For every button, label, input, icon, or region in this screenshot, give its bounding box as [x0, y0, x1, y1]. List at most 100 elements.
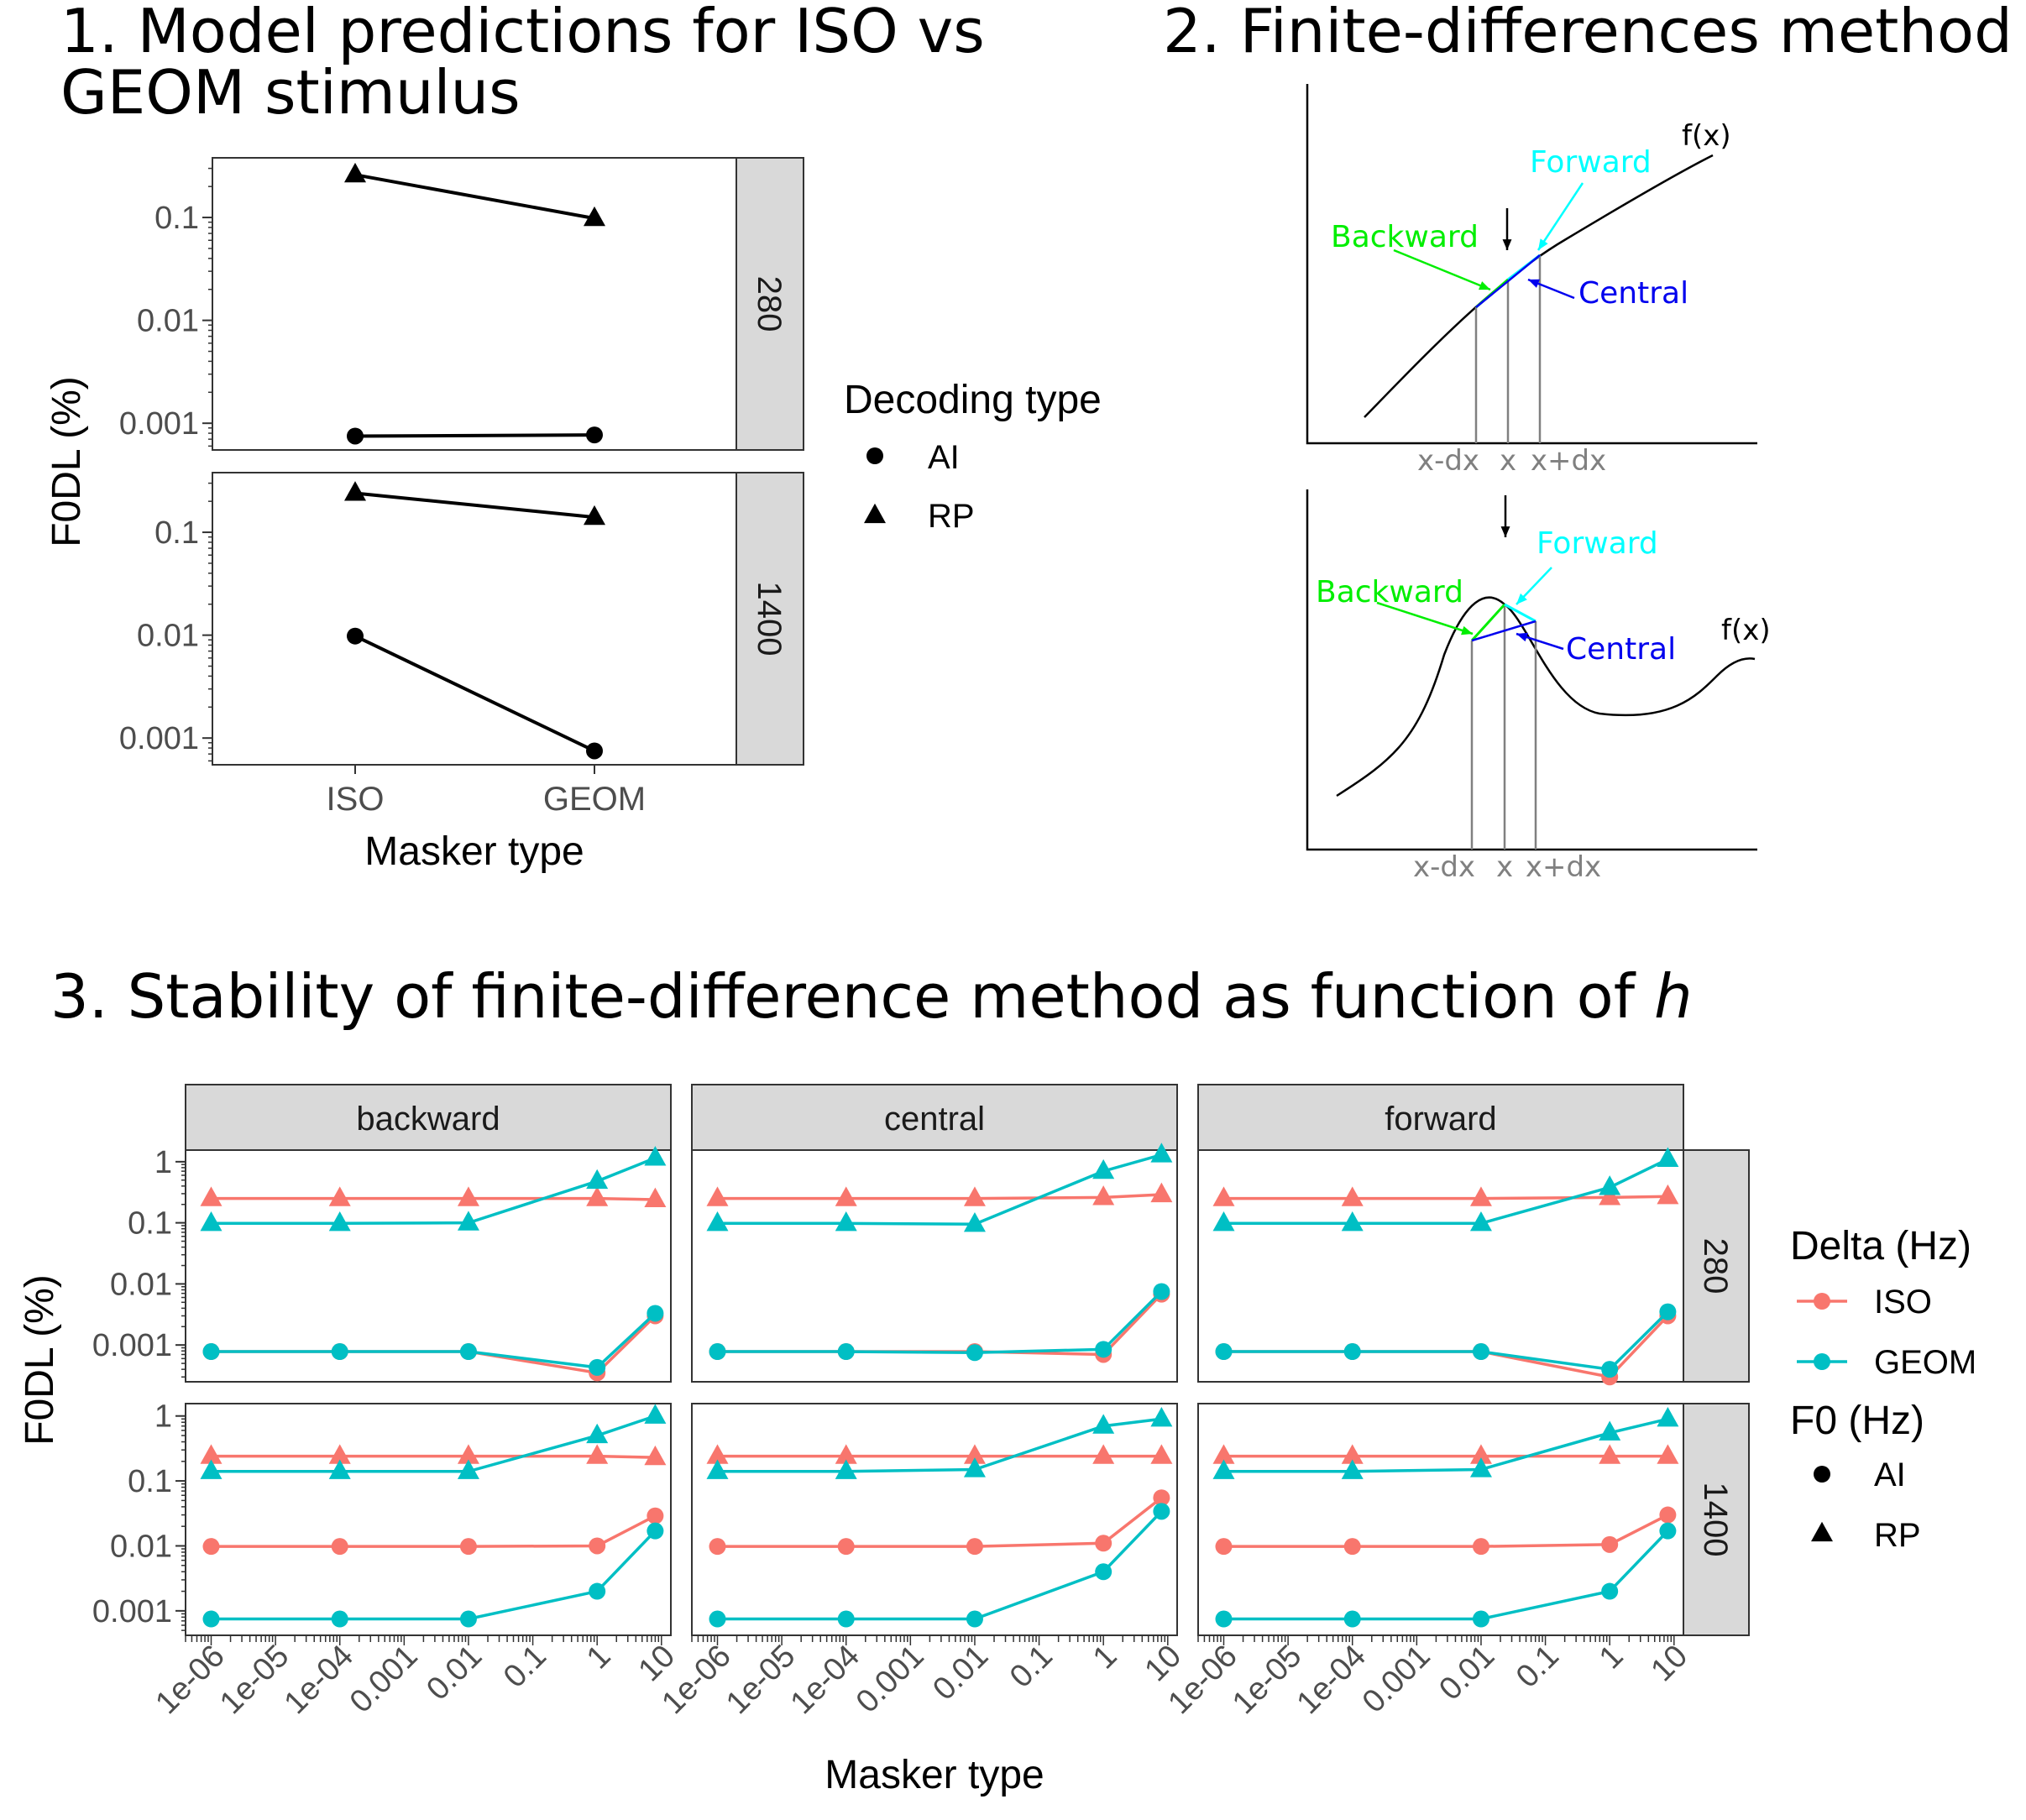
diagram-x-marker-arrow-head [1500, 526, 1510, 537]
panel3-x-tick-label: 1 [580, 1639, 618, 1676]
panel3-point-geom-rp [1657, 1147, 1679, 1167]
panel1-facet-strip [736, 157, 804, 451]
panel3-point-iso-ai [589, 1537, 606, 1555]
panel3-point-iso-rp [1599, 1185, 1621, 1205]
panel3-point-iso-rp [328, 1444, 351, 1464]
panel3-x-tick-label: 0.1 [1003, 1639, 1060, 1695]
panel3-point-geom-ai [1215, 1610, 1233, 1628]
panel1-legend-title: Decoding type [844, 378, 1102, 422]
panel3-x-tick-label: 0.001 [850, 1639, 931, 1720]
panel3-point-geom-rp [963, 1211, 986, 1232]
panel3-point-iso-rp [457, 1186, 479, 1206]
panel3-x-tick-label: 0.01 [420, 1639, 489, 1708]
panel3-x-tick-label: 1e-05 [720, 1639, 802, 1721]
panel3-point-geom-ai [1343, 1610, 1361, 1628]
panel1-series-line [354, 491, 595, 520]
panel3-point-iso-ai [1601, 1535, 1619, 1553]
diagram-backward-label: Backward [1316, 575, 1463, 609]
panel3-point-geom-rp [706, 1211, 729, 1232]
panel3-point-geom-rp [1341, 1211, 1364, 1232]
panel1-title-line2: GEOM stimulus [60, 57, 521, 128]
panel3-point-geom-ai [1601, 1582, 1619, 1600]
panel3-point-geom-ai [1153, 1283, 1170, 1300]
panel1-series-line [354, 634, 595, 753]
panel1-x-tick-label: GEOM [543, 781, 646, 818]
panel3-point-geom-ai [459, 1610, 477, 1628]
panel3-point-geom-rp [1092, 1414, 1115, 1434]
panel3-point-geom-ai [837, 1343, 855, 1361]
panel3-point-geom-rp [644, 1404, 667, 1424]
panel3-point-iso-ai [1472, 1538, 1489, 1556]
panel3-legend-ai-label: AI [1874, 1457, 1906, 1493]
panel3-x-tick-label: 1e-04 [278, 1639, 360, 1721]
panel3-point-iso-rp [328, 1186, 351, 1206]
panel3-point-geom-rp [457, 1211, 479, 1231]
panel1-y-tick-label: 0.01 [137, 304, 199, 339]
panel3-title: 3. Stability of finite-difference method… [50, 961, 1693, 1032]
panel3-point-geom-ai [709, 1343, 726, 1361]
panel2-diagram: Forward Backward Central f(x) x-dx x x+dx Forwa… [1306, 84, 1771, 884]
panel3-point-iso-rp [644, 1445, 667, 1466]
panel3-point-iso-rp [1212, 1444, 1235, 1464]
panel1-legend-ai-label: AI [928, 439, 960, 476]
panel3-x-tick-label: 0.1 [497, 1639, 553, 1695]
panel1-point-ai [347, 627, 364, 645]
panel1-y-tick-label: 0.001 [119, 406, 199, 442]
panel3-point-iso-ai [202, 1538, 220, 1556]
panel1-series-line [354, 433, 595, 438]
panel3-point-geom-ai [1601, 1361, 1619, 1378]
panel3-point-geom-rp [1599, 1175, 1621, 1195]
panel3-point-iso-ai [966, 1538, 983, 1556]
panel3-point-iso-rp [835, 1186, 857, 1206]
panel3-point-geom-ai [202, 1343, 220, 1361]
panel3-x-axis-title: Masker type [825, 1753, 1044, 1797]
panel3-x-tick-label: 0.001 [1356, 1639, 1437, 1720]
panel3-point-geom-rp [1657, 1406, 1679, 1427]
panel3-point-geom-ai [966, 1610, 983, 1628]
diagram-x-tick-label: x+dx [1526, 850, 1601, 884]
diagram-central-secant [1471, 620, 1537, 642]
panel3-point-geom-ai [459, 1343, 477, 1361]
panel1-legend-rp-key [864, 503, 886, 524]
panel3-legend-rp-label: RP [1874, 1517, 1921, 1554]
panel3-x-tick-label: 1 [1593, 1639, 1631, 1676]
diagram-forward-arrow-head [1538, 238, 1548, 250]
panel3-x-tick-label: 10 [1645, 1639, 1695, 1689]
panel3-point-geom-rp [1150, 1406, 1173, 1427]
panel3-col-strip [185, 1084, 672, 1151]
panel1-facet-frame [212, 472, 737, 766]
panel3-point-geom-rp [586, 1423, 609, 1444]
panel1-x-axis-title: Masker type [364, 829, 584, 874]
diagram-central-label: Central [1578, 276, 1688, 311]
diagram-x-marker-arrow-head [1502, 239, 1512, 250]
panel3-point-geom-rp [835, 1211, 857, 1232]
diagram-x-tick-label: x-dx [1417, 444, 1479, 478]
panel1-legend-rp-label: RP [928, 498, 975, 535]
panel1-strip-label: 280 [751, 276, 788, 332]
panel3-point-geom-ai [647, 1522, 664, 1540]
panel3-y-tick-label: 0.1 [128, 1206, 172, 1242]
panel3-y-tick-label: 0.01 [110, 1267, 172, 1302]
panel3-point-iso-rp [200, 1186, 222, 1206]
panel1-point-ai [586, 742, 603, 760]
panel3-title-text: 3. Stability of finite-difference method… [50, 961, 1654, 1032]
panel3-point-geom-rp [200, 1459, 222, 1479]
panel3-point-geom-rp [963, 1457, 986, 1477]
panel3-y-tick-label: 1 [154, 1145, 172, 1180]
panel3-x-tick-label: 1e-05 [213, 1639, 296, 1721]
panel3-x-tick-label: 1e-06 [149, 1639, 231, 1721]
panel3-y-tick-label: 1 [154, 1399, 172, 1435]
panel3-point-geom-ai [709, 1610, 726, 1628]
panel3-point-geom-rp [1599, 1420, 1621, 1441]
panel3-point-geom-ai [331, 1610, 348, 1628]
diagram-backward-label: Backward [1331, 220, 1479, 254]
panel3-x-tick-label: 1e-05 [1226, 1639, 1308, 1721]
panel1-y-tick-label: 0.01 [137, 619, 199, 654]
panel3-point-geom-rp [835, 1459, 857, 1479]
panel3-point-iso-rp [586, 1186, 609, 1206]
panel1-title-line1: 1. Model predictions for ISO vs [60, 0, 985, 66]
panel3-x-tick-label: 0.01 [926, 1639, 995, 1708]
panel3-point-iso-ai [1659, 1506, 1677, 1524]
panel3-point-iso-rp [706, 1186, 729, 1206]
panel3-point-geom-ai [966, 1344, 983, 1362]
